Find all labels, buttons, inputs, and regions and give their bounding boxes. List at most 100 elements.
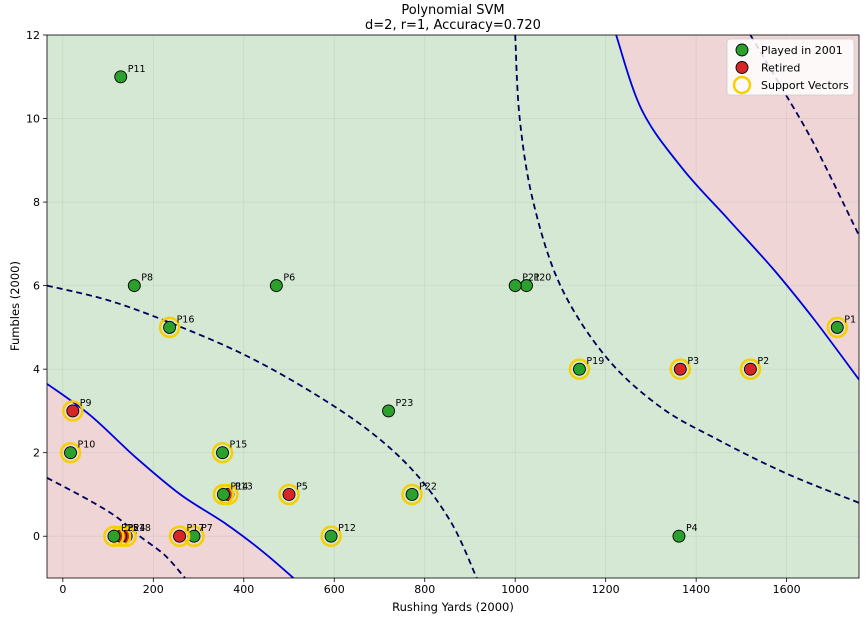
point-label: P7 [201, 523, 213, 534]
point-label: P15 [230, 440, 248, 451]
point-marker [216, 446, 229, 460]
point-label: P1 [844, 314, 856, 325]
y-tick-label: 4 [33, 363, 40, 376]
point-p4: P4 [672, 523, 698, 543]
point-marker [107, 529, 121, 543]
point-p21: P21 [508, 273, 540, 293]
margin-upper-left [47, 284, 478, 578]
point-label: P2 [757, 356, 769, 367]
x-tick-label: 1200 [592, 583, 620, 596]
margin-top-right [749, 35, 859, 236]
point-p23: P23 [382, 398, 414, 418]
point-p7: P7 [183, 523, 213, 547]
point-p5: P5 [278, 481, 308, 506]
legend-marker [732, 75, 752, 95]
x-tick-label: 1000 [501, 583, 529, 596]
chart-legend: Played in 2001 Retired Support Vectors [726, 38, 855, 96]
support-vector-ring [826, 316, 849, 339]
point-marker [673, 362, 687, 376]
y-tick-label: 6 [33, 280, 40, 293]
point-label: P11 [128, 64, 146, 75]
grid-lines [47, 35, 859, 578]
point-marker [508, 279, 522, 293]
point-p22: P22 [401, 481, 437, 506]
point-label: P16 [177, 314, 195, 325]
point-label: P24 [128, 523, 146, 534]
point-label: P8 [141, 273, 153, 284]
boundary-upper-right [615, 35, 859, 381]
point-label: P23 [396, 398, 414, 409]
point-marker [114, 70, 128, 84]
point-p19: P19 [568, 356, 604, 380]
support-vector-ring [103, 525, 125, 547]
point-label: P14 [230, 481, 248, 492]
point-p9: P9 [62, 398, 92, 422]
support-vector-ring [568, 358, 591, 380]
y-axis-title: Fumbles (2000) [8, 261, 22, 351]
point-marker [163, 320, 177, 334]
support-vector-ring [739, 358, 762, 380]
support-vector-ring [669, 358, 692, 380]
point-p15: P15 [211, 440, 248, 464]
x-axis-ticks: 0 200 400 600 800 1000 1200 1400 1600 [59, 578, 801, 596]
point-marker [66, 404, 80, 418]
support-vector-ring [59, 441, 82, 464]
support-vector-ring [401, 483, 423, 506]
y-tick-label: 2 [33, 447, 40, 460]
point-marker [282, 488, 296, 501]
legend-label: Retired [761, 62, 800, 75]
point-p14: P14 [212, 481, 248, 506]
y-tick-label: 10 [26, 113, 40, 126]
point-label: P17 [187, 523, 205, 534]
x-tick-label: 200 [143, 583, 164, 596]
point-marker [405, 488, 419, 501]
point-marker [173, 529, 186, 543]
point-p16: P16 [158, 314, 195, 339]
point-label: P5 [296, 481, 308, 492]
y-axis-ticks: 0 2 4 6 8 10 12 [26, 29, 47, 543]
point-p2: P2 [739, 356, 769, 380]
point-marker [830, 320, 844, 334]
support-vector-ring [211, 441, 234, 464]
chart-subtitle: d=2, r=1, Accuracy=0.720 [365, 18, 541, 33]
point-label: P25 [121, 523, 139, 534]
support-vector-ring [320, 525, 342, 547]
margin-middle-right [514, 35, 859, 504]
point-marker [743, 362, 757, 376]
y-tick-label: 8 [33, 196, 40, 209]
point-p3: P3 [669, 356, 699, 380]
legend-marker [735, 43, 749, 57]
point-marker [216, 488, 230, 501]
region-retired-upper-right [616, 35, 859, 380]
point-p6: P6 [269, 273, 295, 293]
point-p10: P10 [59, 440, 96, 464]
decision-regions [47, 35, 859, 578]
point-label: P4 [686, 523, 698, 534]
point-marker [672, 529, 686, 543]
support-vector-ring [62, 400, 84, 422]
point-label: P10 [78, 440, 96, 451]
support-vector-ring [278, 483, 300, 506]
point-label: P19 [586, 356, 604, 367]
legend-item-played: Played in 2001 [735, 43, 843, 57]
x-tick-label: 1600 [773, 583, 801, 596]
point-label: P20 [534, 273, 552, 284]
support-vector-ring [168, 525, 191, 547]
chart-title: Polynomial SVM [401, 3, 504, 18]
point-label: P13 [235, 481, 253, 492]
point-marker [572, 362, 586, 376]
x-tick-label: 600 [324, 583, 345, 596]
x-tick-label: 0 [59, 583, 66, 596]
x-tick-label: 400 [233, 583, 254, 596]
y-tick-label: 12 [26, 29, 40, 42]
legend-label: Support Vectors [761, 79, 849, 92]
point-p12: P12 [320, 523, 356, 547]
point-label: P18 [133, 523, 151, 534]
support-vector-ring [158, 316, 181, 339]
point-label: P21 [522, 273, 540, 284]
legend-label: Played in 2001 [761, 44, 843, 57]
point-p1: P1 [826, 314, 856, 339]
